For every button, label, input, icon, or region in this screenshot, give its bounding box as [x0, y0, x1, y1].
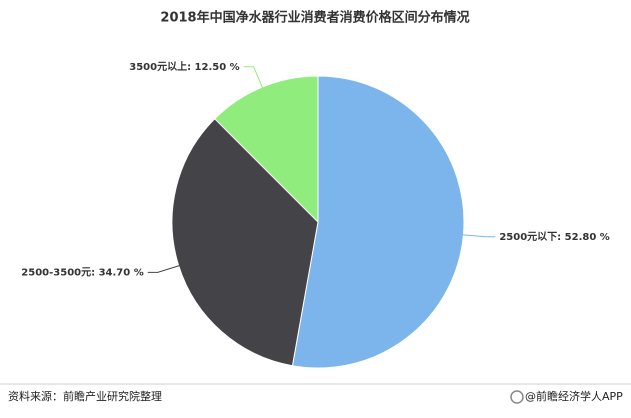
data-label: 2500-3500元: 34.70 %	[21, 266, 143, 278]
leader-line	[459, 233, 496, 238]
brand: @前瞻经济学人APP	[525, 389, 623, 403]
leader-line	[243, 66, 265, 92]
chart-title: 2018年中国净水器行业消费者消费价格区间分布情况	[160, 10, 469, 26]
source: 资料来源：前瞻产业研究院整理	[8, 389, 162, 403]
leader-line	[147, 264, 183, 273]
brand-icon	[510, 390, 524, 404]
data-label: 3500元以上: 12.50 %	[129, 60, 239, 73]
data-label: 2500元以下: 52.80 %	[499, 231, 609, 243]
